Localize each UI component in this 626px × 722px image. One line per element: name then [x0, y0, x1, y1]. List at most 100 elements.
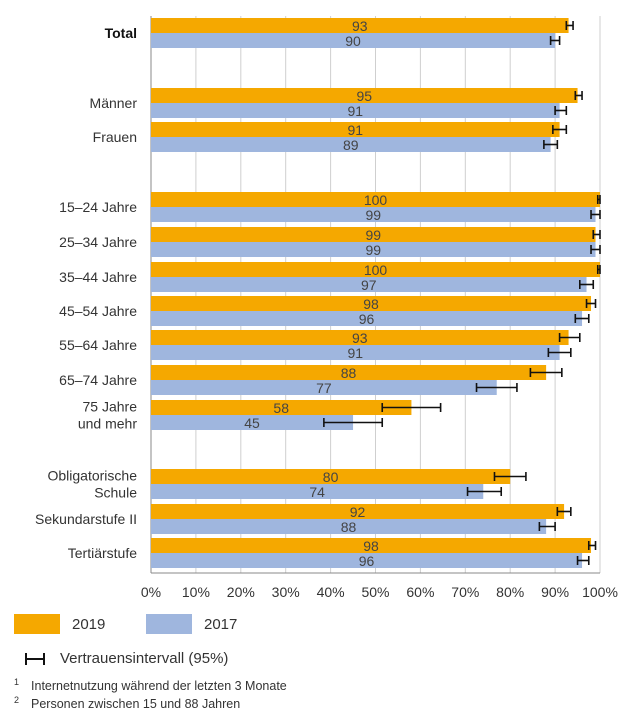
category-label: Frauen: [93, 129, 137, 145]
x-tick-label: 20%: [227, 584, 255, 600]
data-label-2019: 80: [323, 469, 339, 485]
legend-item-2017: 2017: [146, 614, 237, 634]
x-tick-label: 30%: [272, 584, 300, 600]
x-tick-label: 100%: [582, 584, 618, 600]
data-label-2019: 99: [365, 227, 381, 243]
category-label: 75 Jahre und mehr: [78, 399, 137, 432]
bar-2019: [151, 122, 560, 137]
footnote-marker-1: 1: [14, 677, 20, 687]
errorbar-2019: [592, 230, 601, 239]
legend-swatch-2017: [146, 614, 192, 634]
bar-2019: [151, 296, 592, 311]
bar-2017: [151, 380, 497, 395]
errorbar-2017: [590, 245, 601, 254]
bar-2019: [151, 192, 600, 207]
x-tick-label: 50%: [361, 584, 389, 600]
footnote-marker-2: 2: [14, 695, 20, 705]
category-label-line: Total: [105, 25, 137, 41]
bar-2019: [151, 504, 565, 519]
bar-2019: [151, 227, 596, 242]
errorbar-2019: [493, 472, 527, 481]
data-label-2017: 91: [348, 103, 364, 119]
bar-2017: [151, 415, 354, 430]
bar-2017: [151, 103, 560, 118]
errorbar-2017: [547, 348, 572, 357]
data-label-2017: 90: [345, 33, 361, 49]
data-label-2017: 99: [365, 207, 381, 223]
category-label: Tertiärstufe: [68, 545, 137, 561]
data-label-2019: 93: [352, 18, 368, 34]
category-label-line: Obligatorische: [48, 468, 138, 484]
category-label: Obligatorische Schule: [48, 468, 138, 501]
legend-label-ci: Vertrauensintervall (95%): [60, 650, 229, 667]
errorbar-icon: [25, 652, 45, 665]
bar-2017: [151, 137, 551, 152]
data-label-2017: 74: [309, 484, 325, 500]
errorbar-2019: [552, 125, 568, 134]
errorbar-2019: [587, 541, 597, 550]
errorbar-2019: [574, 91, 583, 100]
errorbar-2019: [381, 403, 442, 412]
footnote-text-2: Personen zwischen 15 und 88 Jahren: [31, 697, 241, 711]
data-label-2019: 98: [363, 296, 379, 312]
bar-2017: [151, 242, 596, 257]
footnote-2: 2 Personen zwischen 15 und 88 Jahren: [14, 695, 241, 711]
category-label: Männer: [90, 95, 138, 111]
errorbar-2019: [556, 507, 572, 516]
errorbar-2017: [323, 418, 384, 427]
data-label-2019: 91: [348, 122, 364, 138]
bar-2017: [151, 345, 560, 360]
category-label: 45–54 Jahre: [59, 303, 137, 319]
category-label-line: Frauen: [93, 129, 137, 145]
x-tick-label: 40%: [317, 584, 345, 600]
bar-2017: [151, 207, 596, 222]
errorbar-2017: [576, 556, 590, 565]
errorbar-2017: [543, 140, 559, 149]
category-label-line: Schule: [94, 485, 137, 501]
data-label-2017: 88: [341, 519, 357, 535]
x-tick-label: 0%: [141, 584, 161, 600]
category-label-line: 45–54 Jahre: [59, 303, 137, 319]
errorbar-2019: [565, 21, 574, 30]
category-label: 15–24 Jahre: [59, 199, 137, 215]
errorbar-2019: [596, 265, 601, 274]
errorbar-2019: [585, 299, 597, 308]
category-label-line: 15–24 Jahre: [59, 199, 137, 215]
category-label-line: Sekundarstufe II: [35, 511, 137, 527]
legend-label-2019: 2019: [72, 615, 106, 633]
category-label-line: Männer: [90, 95, 138, 111]
category-label-line: 35–44 Jahre: [59, 269, 137, 285]
data-label-2019: 92: [350, 504, 366, 520]
x-tick-label: 10%: [182, 584, 210, 600]
category-label-line: 25–34 Jahre: [59, 234, 137, 250]
category-label: 25–34 Jahre: [59, 234, 137, 250]
data-label-2017: 89: [343, 137, 359, 153]
bar-2019: [151, 469, 511, 484]
data-label-2017: 77: [316, 380, 332, 396]
data-label-2017: 96: [359, 553, 375, 569]
errorbar-2019: [529, 368, 563, 377]
data-label-2017: 91: [348, 345, 364, 361]
category-label: 35–44 Jahre: [59, 269, 137, 285]
legend-item-ci: Vertrauensintervall (95%): [24, 650, 228, 667]
data-label-2017: 99: [365, 242, 381, 258]
category-label-line: 55–64 Jahre: [59, 337, 137, 353]
x-tick-label: 90%: [541, 584, 569, 600]
data-label-2019: 88: [341, 365, 357, 381]
bar-2017: [151, 484, 484, 499]
errorbar-2017: [554, 106, 568, 115]
category-label: 55–64 Jahre: [59, 337, 137, 353]
bar-2019: [151, 88, 578, 103]
data-label-2019: 58: [273, 400, 289, 416]
category-label: 65–74 Jahre: [59, 372, 137, 388]
category-label-line: 65–74 Jahre: [59, 372, 137, 388]
data-label-2019: 100: [364, 192, 388, 208]
bar-2019: [151, 18, 569, 33]
bar-2017: [151, 519, 547, 534]
bar-2019: [151, 262, 600, 277]
bar-2019: [151, 365, 547, 380]
errorbar-2017: [466, 487, 503, 496]
legend-label-2017: 2017: [204, 615, 238, 633]
bar-2017: [151, 553, 583, 568]
category-label-line: 75 Jahre: [83, 399, 138, 415]
